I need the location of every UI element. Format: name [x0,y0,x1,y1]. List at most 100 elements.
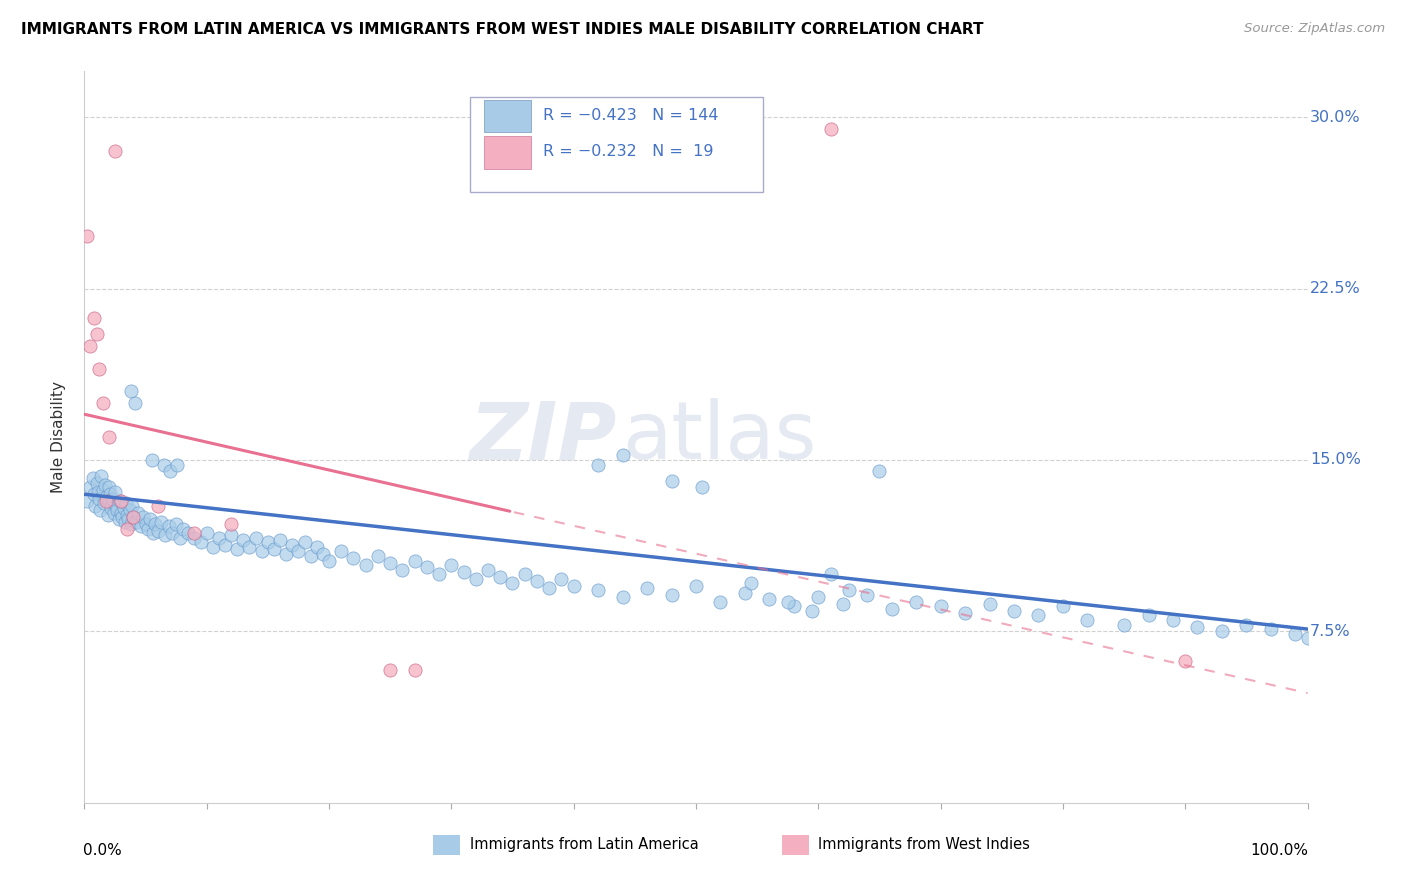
Point [93,496,115,510]
Point [82,471,104,485]
Point [538,581,561,595]
Point [1028,608,1050,623]
Point [776,595,799,609]
Point [110,494,132,508]
Point [118,503,141,517]
Point [115,496,138,510]
Point [869,464,891,478]
Point [94,478,117,492]
Point [110,506,132,520]
Y-axis label: Male Disability: Male Disability [51,381,66,493]
Point [96,494,118,508]
Bar [782,835,808,855]
Point [143,516,166,531]
Point [807,590,830,604]
Point [453,565,475,579]
Text: ZIP: ZIP [470,398,616,476]
Point [502,576,524,591]
Point [1284,626,1306,640]
Point [953,606,976,620]
Point [104,145,127,159]
Bar [484,136,531,169]
Point [477,563,499,577]
Bar [484,100,531,132]
Point [636,581,658,595]
Point [90,469,112,483]
Point [562,579,585,593]
Point [489,569,512,583]
Point [905,595,928,609]
Point [245,531,267,545]
Point [101,491,124,506]
Point [257,535,280,549]
Point [838,583,860,598]
Point [104,485,127,500]
Point [208,531,231,545]
Text: 100.0%: 100.0% [1251,843,1309,858]
Text: Immigrants from West Indies: Immigrants from West Indies [818,837,1031,852]
Point [820,121,842,136]
Point [98,487,121,501]
Point [391,563,413,577]
Point [856,588,879,602]
Point [91,396,114,410]
Point [758,592,780,607]
Point [165,516,187,531]
Point [79,338,101,352]
Point [122,510,145,524]
Point [114,515,136,529]
Point [150,515,173,529]
Point [146,499,169,513]
Point [169,531,191,545]
Point [238,540,260,554]
Point [342,551,364,566]
Point [281,537,304,551]
Point [287,544,309,558]
Text: R = −0.232   N =  19: R = −0.232 N = 19 [543,145,714,160]
Point [1161,613,1184,627]
Point [1076,613,1098,627]
Point [586,583,609,598]
Point [661,474,683,488]
Point [141,453,163,467]
Point [1260,622,1282,636]
Point [157,519,180,533]
Point [685,579,707,593]
Point [124,396,146,410]
Point [380,556,402,570]
Point [115,521,138,535]
Point [305,540,328,554]
Point [115,508,138,522]
Point [84,499,107,513]
Point [330,544,353,558]
Point [250,544,273,558]
Point [612,449,634,463]
Point [100,500,122,515]
Point [709,595,731,609]
Point [127,506,149,520]
Text: 0.0%: 0.0% [83,843,122,858]
Point [76,229,98,244]
Point [105,503,128,517]
Point [117,512,139,526]
Point [299,549,322,563]
Point [120,516,142,531]
Point [132,510,155,524]
Point [1296,632,1319,646]
Point [108,494,131,508]
Point [190,535,212,549]
Point [86,327,108,342]
Point [183,531,205,545]
Point [219,528,242,542]
Point [166,458,188,472]
Point [880,601,903,615]
Point [1114,617,1136,632]
Point [83,311,105,326]
Point [661,588,683,602]
Point [153,528,176,542]
Point [97,494,120,508]
Point [226,542,249,557]
Point [1052,599,1074,614]
Point [263,542,285,557]
Point [1174,654,1197,668]
